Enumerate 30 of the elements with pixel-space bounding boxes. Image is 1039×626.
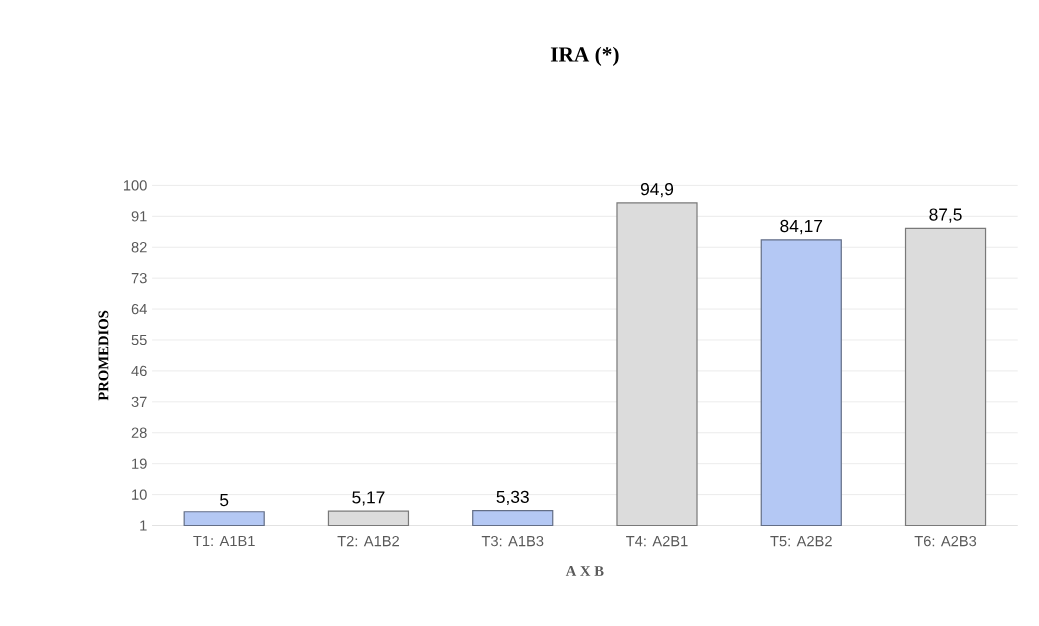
data-label: 5	[220, 494, 229, 507]
chart-title: IRA (*)	[550, 46, 619, 67]
y-tick-label: 19	[132, 458, 147, 470]
y-tick-label: 1	[140, 520, 147, 531]
x-tick-label: T3: A1B3	[481, 536, 544, 547]
y-tick-label: 10	[132, 489, 147, 501]
x-tick-label: T5: A2B2	[770, 536, 832, 547]
data-label: 84,17	[780, 220, 823, 235]
bar	[472, 510, 554, 527]
y-tick-label: 91	[131, 211, 147, 222]
y-tick-label: 46	[131, 365, 147, 377]
y-tick-label: 64	[131, 304, 147, 315]
x-tick-label: T2: A1B2	[337, 536, 399, 547]
data-label: 94,9	[640, 183, 674, 198]
y-tick-label: 55	[131, 335, 147, 346]
x-axis-title: A X B	[565, 566, 604, 577]
x-tick-label: T6: A2B3	[914, 536, 977, 547]
x-tick-label: T1: A1B1	[193, 536, 255, 547]
y-axis-title: PROMEDIOS	[98, 311, 109, 401]
data-label: 5,17	[352, 491, 385, 506]
x-tick-label: T4: A2B1	[626, 536, 688, 547]
y-tick-label: 82	[131, 242, 147, 253]
y-tick-label: 73	[131, 273, 147, 284]
y-tick-label: 37	[131, 396, 147, 408]
y-tick-label: 100	[123, 180, 147, 191]
bar	[760, 239, 842, 527]
bar	[183, 511, 265, 527]
data-label: 87,5	[929, 208, 962, 223]
y-tick-label: 28	[131, 427, 147, 439]
data-label: 5,33	[496, 490, 529, 506]
